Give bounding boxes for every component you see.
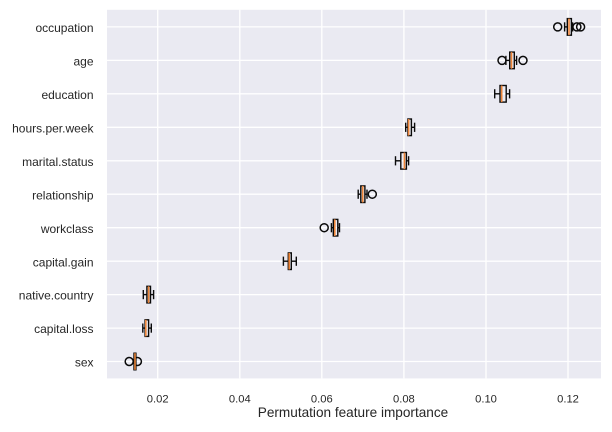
svg-text:marital.status: marital.status bbox=[22, 155, 93, 169]
svg-text:occupation: occupation bbox=[35, 21, 93, 35]
svg-text:capital.loss: capital.loss bbox=[34, 322, 93, 336]
svg-text:Permutation feature importance: Permutation feature importance bbox=[258, 405, 448, 420]
svg-text:workclass: workclass bbox=[40, 222, 94, 236]
svg-text:age: age bbox=[73, 55, 93, 69]
svg-text:capital.gain: capital.gain bbox=[33, 255, 94, 269]
svg-text:relationship: relationship bbox=[32, 188, 94, 202]
svg-text:0.06: 0.06 bbox=[311, 393, 333, 405]
svg-text:education: education bbox=[41, 88, 93, 102]
svg-text:sex: sex bbox=[75, 356, 94, 370]
svg-text:0.02: 0.02 bbox=[147, 393, 169, 405]
svg-text:native.country: native.country bbox=[19, 289, 94, 303]
svg-text:hours.per.week: hours.per.week bbox=[12, 121, 94, 135]
svg-text:0.10: 0.10 bbox=[475, 393, 497, 405]
svg-text:0.08: 0.08 bbox=[393, 393, 415, 405]
svg-text:0.12: 0.12 bbox=[557, 393, 579, 405]
svg-text:0.04: 0.04 bbox=[229, 393, 251, 405]
